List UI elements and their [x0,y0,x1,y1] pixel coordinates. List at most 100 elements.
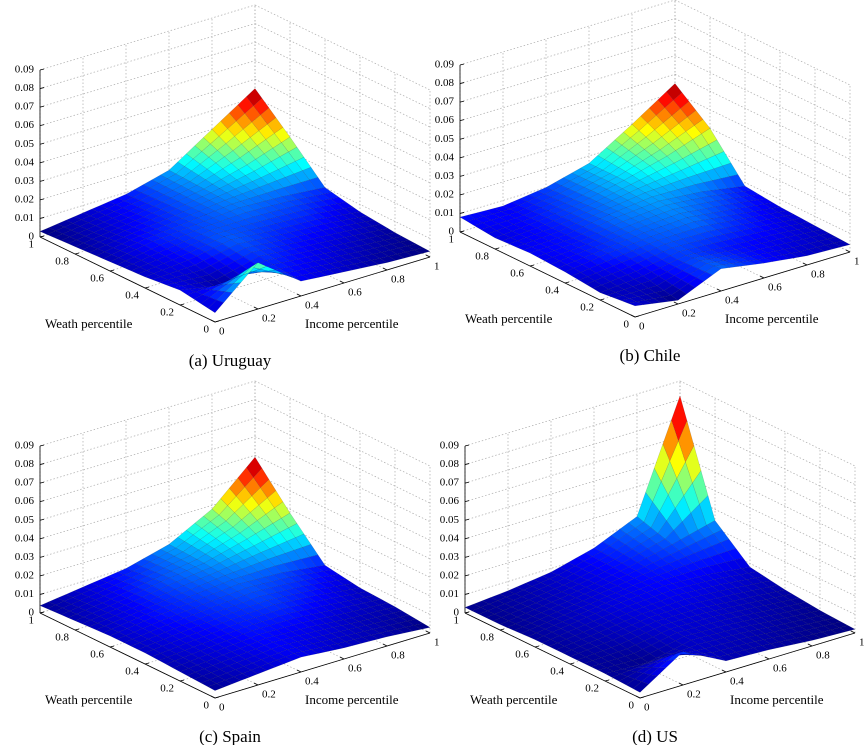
grid-line [39,41,256,108]
x-tick-label: 0.4 [730,676,744,688]
surface-patch [235,595,252,603]
surface-patch [502,606,520,614]
surface-patch [288,575,306,582]
panel: 0 0.01 0.02 0.03 0.04 0.05 0.06 0.07 0.08 0.09 0 0.… [15,380,440,745]
surface-patch [494,610,511,618]
surface-patch [76,235,93,244]
surface-patch [656,653,673,659]
surface-patch [319,645,336,652]
surface-patch [260,479,277,499]
z-tick-label: 0 [29,231,35,243]
surface-patch [96,215,113,223]
z-tick-label: 0.01 [15,212,34,224]
surface-patch [490,217,508,224]
surface-patch [142,248,159,257]
surface-patch [191,650,208,659]
surface-patch [224,676,242,685]
tick-mark [459,100,465,103]
surface-patch [608,585,625,593]
tick-mark [425,630,431,634]
grid-line [679,454,856,541]
tick-mark [253,306,259,310]
surface-patch [732,568,749,575]
surface-patch [220,488,237,506]
tick-mark [759,275,765,279]
x-tick-label: 1 [859,637,865,649]
tick-mark [39,574,45,577]
tick-mark [39,463,45,465]
z-tick-label: 0.09 [15,64,35,76]
surface-patch [632,681,649,693]
surface-patch [198,654,215,662]
surface-patch [680,578,698,587]
surface-patch [316,187,333,195]
surface-patch [323,222,341,229]
surface-patch [236,549,253,561]
surface-patch [307,566,324,573]
surface-patch [260,656,278,664]
surface-patch [196,629,213,637]
tick-mark [850,630,856,634]
surface-patch [241,637,258,646]
surface-patch [620,598,637,607]
surface-patch [253,652,271,660]
surface-patch [285,588,302,595]
z-tick-label: 0.06 [440,495,460,507]
tick-mark [39,105,45,108]
surface-patch [640,538,657,549]
surface-patch [334,619,351,626]
surface-patch [702,622,719,630]
surface-patch [119,217,136,225]
surface-patch [214,582,231,591]
y-tick-label: 0.4 [125,666,139,678]
surface-patch [657,644,675,654]
tick-mark [39,518,45,521]
surface-patch [339,600,356,608]
x-tick-label: 0.2 [262,313,276,325]
surface-patch [653,593,670,602]
surface-patch [727,587,744,595]
grid-line [674,18,851,104]
surface-patch [283,594,301,602]
tick-mark [721,669,727,673]
surface-patch [347,223,365,230]
surface-patch [76,610,93,618]
tick-mark [144,662,150,665]
surface-patch [106,578,124,586]
surface-patch [290,192,307,200]
tick-mark [564,281,570,284]
surface-patch [682,639,699,648]
surface-patch [231,648,248,656]
surface-patch [375,615,393,622]
surface-patch [667,602,684,610]
grid-line [254,380,431,467]
surface-patch [389,623,407,630]
surface-patch [168,537,185,549]
z-tick-label: 0.05 [440,514,460,526]
y-tick-label: 0.8 [480,632,494,644]
surface-patch [580,572,597,581]
surface-patch [388,253,405,261]
surface-patch [72,219,89,227]
tick-mark [499,628,505,631]
surface-patch [103,218,120,226]
surface-patch [732,257,749,263]
surface-patch [133,223,150,230]
surface-patch [273,228,290,235]
surface-patch [291,559,309,570]
surface-patch [102,224,119,232]
y-tick-label: 0.2 [580,302,594,314]
surface-patch [646,588,663,597]
tick-mark [459,63,465,66]
tick-mark [253,682,259,686]
surface-patch [109,257,126,265]
grid-line [254,417,431,504]
grid-line [674,55,851,141]
surface-patch [238,651,255,660]
surface-patch [198,544,215,555]
surface-patch [746,577,763,585]
surface-patch [295,203,312,211]
surface-patch [82,208,99,217]
z-tick-label: 0.04 [440,532,460,544]
surface-patch [339,629,357,636]
